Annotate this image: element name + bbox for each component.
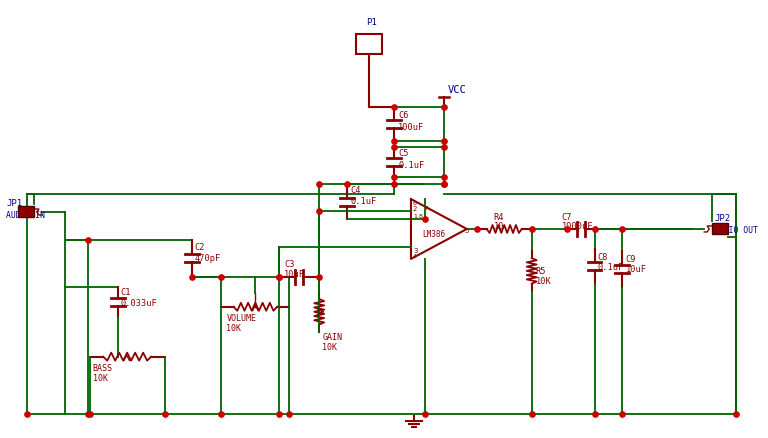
Bar <box>18 207 34 218</box>
Text: 0.1uF: 0.1uF <box>350 196 376 205</box>
Text: R4: R4 <box>494 212 504 221</box>
Text: C8: C8 <box>598 253 608 262</box>
Text: 10K: 10K <box>323 343 337 351</box>
Text: 4: 4 <box>413 254 417 259</box>
Text: C2: C2 <box>194 243 205 252</box>
Text: 3: 3 <box>413 247 418 253</box>
Bar <box>712 223 728 234</box>
Text: LM386: LM386 <box>422 230 445 239</box>
Text: 10uF: 10uF <box>284 270 306 279</box>
Text: AUDIO OUT: AUDIO OUT <box>714 226 758 235</box>
Text: C7: C7 <box>561 212 572 221</box>
Text: GAIN: GAIN <box>323 332 343 342</box>
Text: C6: C6 <box>398 110 409 120</box>
Text: JP2: JP2 <box>714 213 730 222</box>
Text: JP1: JP1 <box>6 198 22 207</box>
Text: 0.1uF: 0.1uF <box>398 160 424 169</box>
Text: 10K: 10K <box>227 324 241 332</box>
Text: C1: C1 <box>121 288 131 297</box>
Text: 1000uF: 1000uF <box>561 222 593 231</box>
Text: C9: C9 <box>625 255 636 264</box>
Text: 6: 6 <box>413 200 417 205</box>
Text: P1: P1 <box>366 18 377 27</box>
Text: 0.1uF: 0.1uF <box>598 263 624 272</box>
Text: 10K: 10K <box>535 277 551 286</box>
Text: 100uF: 100uF <box>398 123 424 131</box>
Text: VOLUME: VOLUME <box>227 314 257 322</box>
Text: 10uF: 10uF <box>625 265 647 274</box>
Text: C5: C5 <box>398 148 409 157</box>
Text: C4: C4 <box>350 185 361 194</box>
Text: 0.033uF: 0.033uF <box>121 299 157 307</box>
Bar <box>356 35 382 55</box>
Text: 470pF: 470pF <box>194 254 220 263</box>
Text: BASS: BASS <box>93 363 113 372</box>
Text: VCC: VCC <box>448 85 467 95</box>
Text: 5: 5 <box>465 227 469 233</box>
Text: R5: R5 <box>535 267 546 276</box>
Text: 7: 7 <box>425 205 429 210</box>
Text: C3: C3 <box>284 260 295 269</box>
Text: 1  2: 1 2 <box>355 41 373 50</box>
Text: 2: 2 <box>413 205 417 212</box>
Text: 10: 10 <box>494 222 504 231</box>
Text: 1: 1 <box>413 213 417 218</box>
Text: 10K: 10K <box>93 373 108 382</box>
Text: 8: 8 <box>419 213 423 218</box>
Text: AUDIO IN: AUDIO IN <box>6 210 45 219</box>
